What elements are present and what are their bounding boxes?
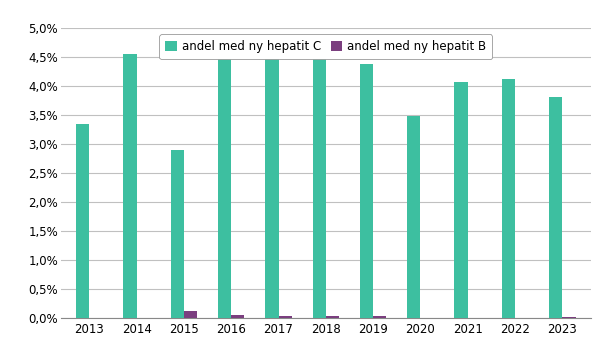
- Bar: [312, 54, 326, 318]
- Bar: [184, 311, 197, 318]
- Bar: [407, 116, 420, 318]
- Bar: [124, 54, 136, 318]
- Legend: andel med ny hepatit C, andel med ny hepatit B: andel med ny hepatit C, andel med ny hep…: [160, 34, 492, 59]
- Bar: [562, 317, 576, 318]
- Bar: [502, 79, 515, 318]
- Bar: [171, 150, 184, 318]
- Bar: [278, 316, 292, 318]
- Bar: [231, 315, 244, 318]
- Bar: [76, 124, 90, 318]
- Bar: [218, 54, 231, 318]
- Bar: [326, 316, 339, 318]
- Bar: [266, 50, 278, 318]
- Bar: [454, 82, 468, 318]
- Bar: [360, 64, 373, 318]
- Bar: [549, 97, 562, 318]
- Bar: [373, 316, 386, 318]
